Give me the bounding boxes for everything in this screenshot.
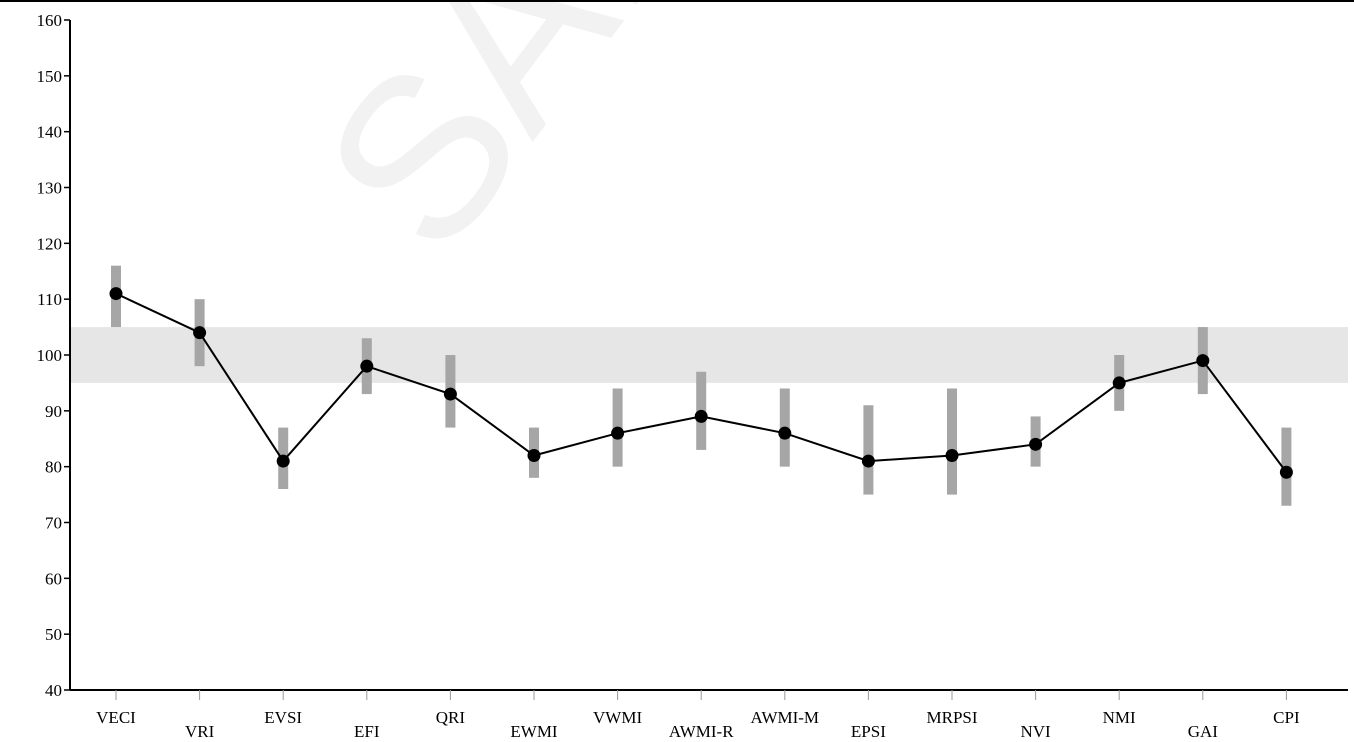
y-tick-label-130: 130	[37, 179, 63, 198]
y-tick-label-110: 110	[37, 290, 62, 309]
x-tick-label-EPSI: EPSI	[851, 722, 886, 741]
point-EWMI	[527, 449, 541, 462]
point-layer	[109, 287, 1293, 479]
point-NVI	[1029, 437, 1043, 451]
x-tick-label-EFI: EFI	[354, 722, 380, 741]
x-tick-label-VRI: VRI	[185, 722, 215, 741]
point-MRPSI	[945, 449, 959, 462]
y-tick-label-80: 80	[45, 458, 62, 477]
y-tick-label-90: 90	[45, 402, 62, 421]
y-tick-label-50: 50	[45, 625, 62, 644]
x-tick-label-GAI: GAI	[1188, 722, 1219, 741]
average-band-layer	[70, 327, 1348, 383]
y-tick-label-70: 70	[45, 514, 62, 533]
point-EFI	[360, 359, 374, 373]
x-tick-label-VWMI: VWMI	[593, 708, 642, 727]
x-tick-label-CPI: CPI	[1273, 708, 1300, 727]
y-tick-label-140: 140	[37, 123, 63, 142]
error-bar-MRPSI	[947, 388, 957, 495]
point-GAI	[1196, 354, 1210, 368]
y-tick-label-100: 100	[37, 346, 63, 365]
x-tick-label-VECI: VECI	[96, 708, 136, 727]
y-tick-label-160: 160	[37, 11, 63, 30]
error-bar-EPSI	[863, 405, 874, 495]
x-tick-label-MRPSI: MRPSI	[926, 708, 977, 727]
point-NMI	[1112, 376, 1126, 390]
point-CPI	[1279, 465, 1293, 479]
y-tick-label-120: 120	[37, 234, 63, 253]
point-EPSI	[861, 454, 875, 468]
point-VWMI	[611, 426, 625, 440]
x-tick-label-EWMI: EWMI	[510, 722, 558, 741]
x-tick-label-QRI: QRI	[436, 708, 466, 727]
point-VECI	[109, 287, 123, 301]
point-VRI	[193, 326, 207, 340]
x-tick-label-AWMI-R: AWMI-R	[669, 722, 734, 741]
watermark: SAMPLE	[274, 0, 1041, 294]
watermark-layer: SAMPLE	[274, 0, 1041, 294]
point-EVSI	[276, 454, 290, 468]
point-QRI	[443, 387, 457, 401]
y-tick-label-40: 40	[45, 681, 62, 700]
x-tick-label-AWMI-M: AWMI-M	[751, 708, 820, 727]
point-AWMI-M	[778, 426, 792, 440]
y-tick-label-150: 150	[37, 67, 63, 86]
point-AWMI-R	[694, 409, 708, 423]
x-tick-label-NMI: NMI	[1103, 708, 1136, 727]
axes-layer	[0, 0, 1354, 700]
x-tick-label-NVI: NVI	[1020, 722, 1051, 741]
x-tick-label-EVSI: EVSI	[264, 708, 302, 727]
y-tick-label-60: 60	[45, 569, 62, 588]
label-layer: 40 50 60 70 80 90 100 110 120 130 140 150 160 VECI VRI…	[37, 11, 1300, 741]
average-band	[70, 327, 1348, 383]
